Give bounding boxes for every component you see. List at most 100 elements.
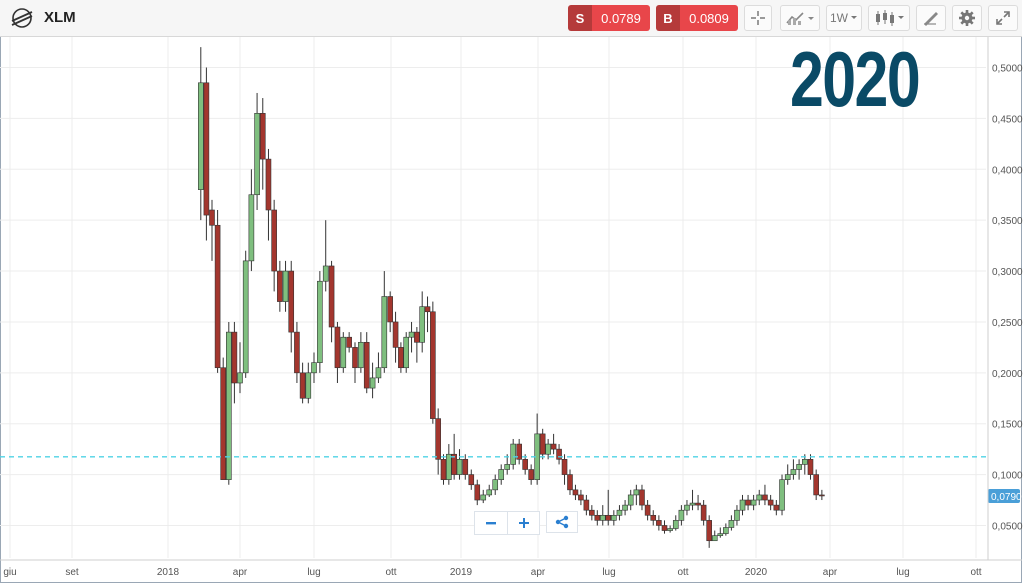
- candle-body: [387, 296, 393, 323]
- candle-body: [644, 504, 651, 516]
- candle-body: [480, 494, 487, 501]
- candle-body: [352, 347, 358, 369]
- buy-label: B: [656, 5, 680, 31]
- candles: [198, 47, 825, 548]
- buy-button[interactable]: B 0.0809: [656, 5, 738, 31]
- y-tick-label: 0,3500: [992, 216, 1023, 227]
- candle-body: [242, 260, 249, 374]
- y-tick-label: 0,4000: [992, 165, 1023, 176]
- x-tick-label: apr: [531, 567, 546, 578]
- drawing-tools-button[interactable]: [916, 5, 946, 31]
- minus-icon: [486, 522, 496, 525]
- candle-body: [627, 494, 634, 506]
- candle-body: [294, 331, 300, 374]
- chevron-down-icon: [851, 16, 857, 19]
- candle-body: [633, 489, 640, 496]
- candle-body: [583, 499, 590, 511]
- candle-body: [254, 113, 260, 196]
- x-tick-label: lug: [602, 567, 615, 578]
- candle-body: [277, 270, 283, 302]
- candle-body: [446, 453, 452, 480]
- timeframe-value: 1W: [830, 11, 848, 25]
- candle-body: [616, 509, 623, 516]
- settings-button[interactable]: [952, 5, 982, 31]
- candle-body: [424, 306, 431, 313]
- crosshair-button[interactable]: [744, 5, 772, 31]
- fullscreen-button[interactable]: [988, 5, 1018, 31]
- toolbar: XLM S 0.0789 B 0.0809 1W: [0, 0, 1022, 37]
- candle-body: [706, 520, 712, 542]
- candle-body: [346, 336, 352, 348]
- candle-body: [456, 459, 463, 475]
- candle-body: [237, 372, 243, 384]
- candle-body: [474, 484, 481, 501]
- candle-body: [594, 514, 601, 521]
- y-tick-label: 0,3000: [992, 267, 1023, 278]
- candle-body: [299, 372, 306, 399]
- x-tick-label: lug: [896, 567, 909, 578]
- zoom-in-button[interactable]: [507, 512, 539, 534]
- candle-body: [767, 499, 774, 506]
- axes: 0,0500 0,1000 0,1500 0,2000 0,2500 0,3000 0,35…: [0, 37, 1023, 578]
- candle-body: [259, 113, 266, 160]
- candle-body: [813, 474, 819, 496]
- candle-body: [375, 367, 382, 379]
- candle-body: [672, 520, 679, 529]
- candle-body: [403, 336, 410, 369]
- candle-body: [605, 514, 612, 521]
- zoom-out-button[interactable]: [475, 512, 507, 534]
- candle-body: [734, 509, 740, 521]
- candle-body: [678, 509, 685, 521]
- plus-icon: [518, 518, 529, 528]
- candle-body: [528, 469, 534, 480]
- candle-body: [667, 528, 673, 531]
- stellar-logo-icon: [11, 8, 33, 28]
- candle-body: [486, 489, 493, 496]
- expand-icon: [996, 11, 1010, 25]
- candle-body: [328, 265, 335, 328]
- candle-body: [556, 448, 562, 460]
- candle-body: [392, 321, 399, 348]
- y-tick-label: 0,1000: [992, 471, 1023, 482]
- candle-body: [209, 209, 215, 226]
- indicators-button[interactable]: [780, 5, 820, 31]
- x-tick-label: 2019: [450, 567, 473, 578]
- x-tick-label: ott: [970, 567, 981, 578]
- candle-body: [622, 504, 628, 511]
- candle-body: [711, 535, 718, 542]
- candle-body: [358, 341, 364, 369]
- share-button[interactable]: [546, 511, 578, 533]
- sell-button[interactable]: S 0.0789: [568, 5, 650, 31]
- candle-body: [271, 209, 277, 272]
- candle-body: [689, 502, 696, 506]
- y-tick-label: 0,2000: [992, 369, 1023, 380]
- candle-body: [739, 499, 746, 511]
- chart-type-button[interactable]: [868, 5, 910, 31]
- candle-body: [723, 527, 729, 534]
- buy-price: 0.0809: [680, 5, 738, 31]
- symbol-label: XLM: [44, 9, 76, 26]
- candle-body: [545, 443, 551, 455]
- candle-body: [414, 331, 420, 343]
- candle-body: [745, 499, 751, 506]
- x-tick-label: set: [65, 567, 79, 578]
- candle-body: [796, 464, 802, 470]
- candle-body: [381, 296, 388, 369]
- candle-body: [522, 459, 528, 470]
- gear-icon: [959, 10, 975, 26]
- candle-body: [468, 474, 475, 486]
- candle-body: [656, 520, 662, 526]
- candle-body: [790, 469, 797, 475]
- timeframe-select[interactable]: 1W: [826, 5, 862, 31]
- candle-body: [265, 158, 272, 211]
- x-tick-label: apr: [823, 567, 838, 578]
- zoom-controls: [474, 511, 578, 535]
- candle-body: [572, 489, 579, 496]
- candle-body: [451, 453, 457, 475]
- candlestick-chart[interactable]: 0,0790 0,0500 0,1000 0,1500 0,2000 0,2500 0,3…: [0, 36, 1024, 585]
- x-tick-label: 2018: [157, 567, 180, 578]
- candle-body: [504, 464, 511, 470]
- candle-body: [340, 336, 347, 369]
- candle-body: [203, 82, 210, 216]
- candle-body: [462, 459, 469, 475]
